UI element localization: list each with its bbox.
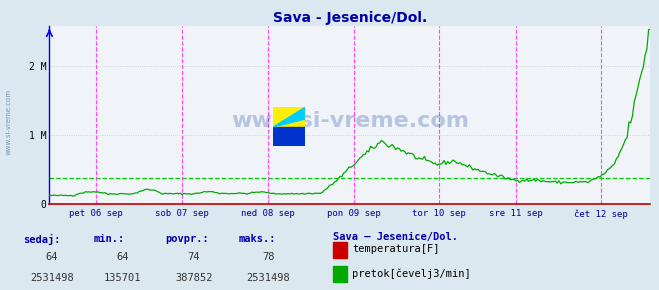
Text: www.si-vreme.com: www.si-vreme.com (5, 89, 12, 155)
Text: temperatura[F]: temperatura[F] (352, 244, 440, 254)
Text: www.si-vreme.com: www.si-vreme.com (231, 110, 469, 130)
Text: pon 09 sep: pon 09 sep (327, 209, 380, 218)
Bar (333, 242, 347, 258)
Text: 78: 78 (262, 252, 274, 262)
Text: min.:: min.: (94, 234, 125, 244)
Text: čet 12 sep: čet 12 sep (574, 209, 628, 219)
Polygon shape (273, 127, 305, 146)
Text: 2531498: 2531498 (246, 273, 290, 282)
Text: 64: 64 (117, 252, 129, 262)
Text: 135701: 135701 (104, 273, 142, 282)
Text: 2531498: 2531498 (30, 273, 74, 282)
Text: pretok[čevelj3/min]: pretok[čevelj3/min] (352, 269, 471, 279)
Text: sre 11 sep: sre 11 sep (489, 209, 542, 218)
Text: Sava – Jesenice/Dol.: Sava – Jesenice/Dol. (333, 232, 458, 242)
Text: 64: 64 (45, 252, 58, 262)
Polygon shape (273, 107, 305, 127)
Text: ned 08 sep: ned 08 sep (241, 209, 295, 218)
Text: 74: 74 (188, 252, 200, 262)
Text: pet 06 sep: pet 06 sep (69, 209, 123, 218)
Title: Sava - Jesenice/Dol.: Sava - Jesenice/Dol. (273, 11, 427, 25)
Text: tor 10 sep: tor 10 sep (412, 209, 466, 218)
Text: sedaj:: sedaj: (22, 234, 60, 245)
Text: 387852: 387852 (175, 273, 213, 282)
Polygon shape (273, 107, 305, 127)
Text: sob 07 sep: sob 07 sep (155, 209, 208, 218)
Text: maks.:: maks.: (239, 234, 277, 244)
Text: povpr.:: povpr.: (165, 234, 208, 244)
Bar (333, 266, 347, 282)
